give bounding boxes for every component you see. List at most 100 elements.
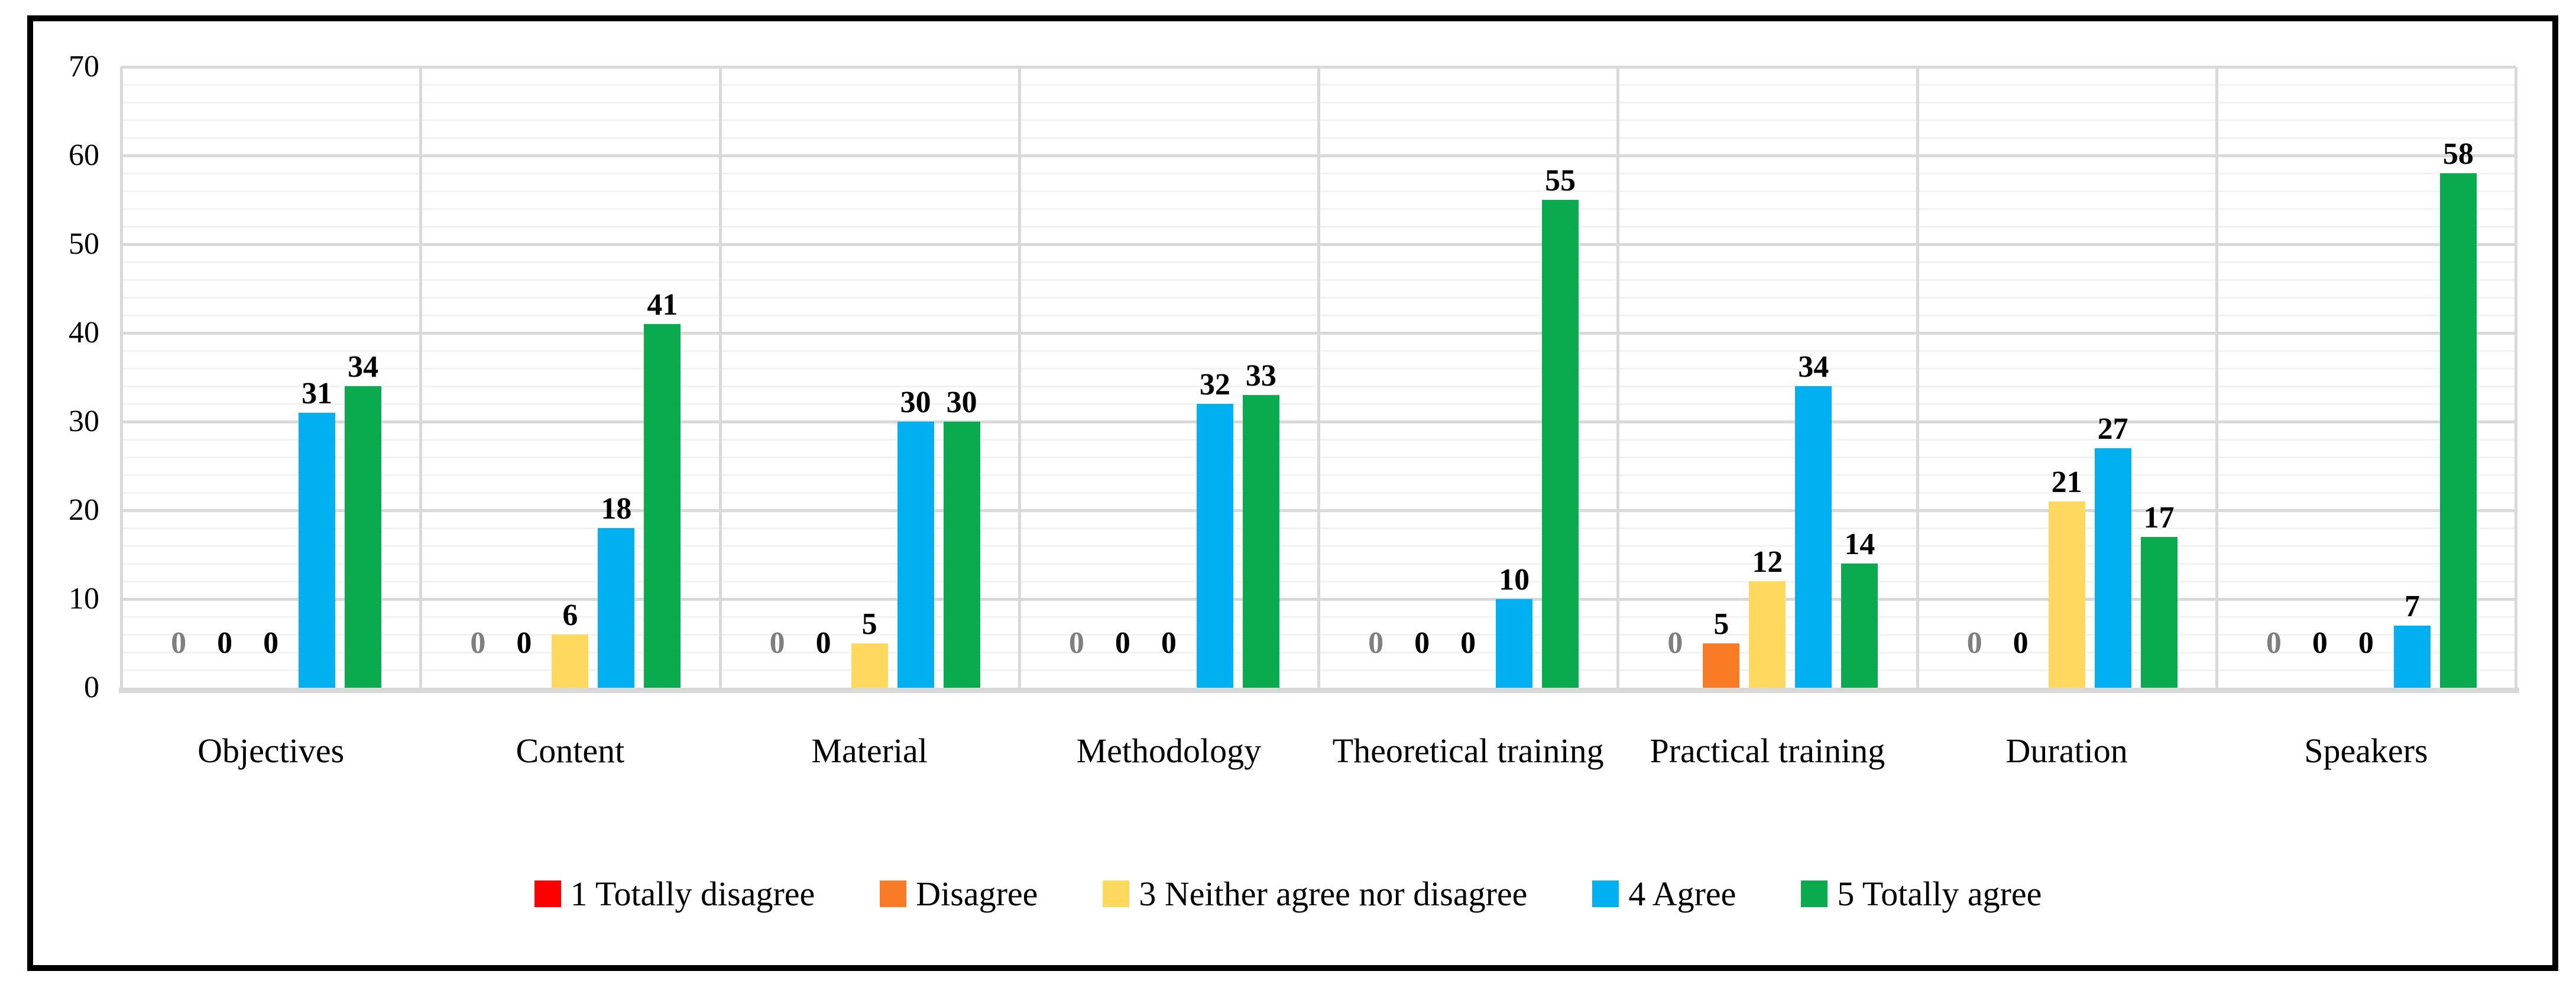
- y-tick-label: 10: [69, 582, 99, 616]
- value-label: 0: [1114, 626, 1130, 660]
- legend-label: Disagree: [916, 875, 1038, 913]
- value-label: 0: [1460, 626, 1476, 660]
- bar: [1242, 395, 1279, 688]
- value-label: 0: [2266, 626, 2282, 660]
- value-label: 55: [1545, 164, 1576, 198]
- category-label: Speakers: [2304, 731, 2428, 770]
- category-label: Practical training: [1650, 731, 1885, 770]
- value-label: 0: [2358, 626, 2374, 660]
- bar: [1795, 386, 1832, 688]
- value-label: 34: [348, 350, 379, 384]
- y-tick-label: 40: [69, 316, 99, 349]
- value-label: 0: [171, 626, 187, 660]
- category-separator: [1317, 67, 1320, 688]
- bar: [897, 422, 934, 688]
- legend-item: 1 Totally disagree: [534, 874, 815, 914]
- value-label: 0: [1667, 626, 1683, 660]
- legend-swatch-icon: [534, 881, 561, 907]
- category-label: Material: [811, 731, 928, 770]
- category-separator: [1616, 67, 1620, 688]
- legend-label: 1 Totally disagree: [570, 875, 815, 913]
- value-label: 0: [470, 626, 486, 660]
- value-label: 5: [861, 607, 877, 641]
- value-label: 0: [217, 626, 233, 660]
- value-label: 0: [1368, 626, 1384, 660]
- category-label: Theoretical training: [1332, 731, 1604, 770]
- category-label: Methodology: [1076, 731, 1262, 770]
- bar: [345, 386, 382, 688]
- bar: [2393, 626, 2431, 688]
- bar: [851, 643, 888, 688]
- bar: [2439, 173, 2477, 688]
- bar: [1542, 200, 1579, 688]
- legend-label: 4 Agree: [1628, 875, 1736, 913]
- y-tick-label: 20: [69, 493, 99, 527]
- value-label: 30: [900, 386, 931, 419]
- value-label: 5: [1713, 607, 1729, 641]
- legend: 1 Totally disagree Disagree 3 Neither agre…: [0, 874, 2576, 914]
- value-label: 6: [562, 598, 578, 632]
- legend-swatch-icon: [1801, 881, 1828, 907]
- value-label: 0: [263, 626, 279, 660]
- value-label: 0: [1161, 626, 1177, 660]
- y-tick-label: 30: [69, 404, 99, 438]
- category-separator: [419, 67, 423, 688]
- value-label: 41: [647, 288, 678, 322]
- bar: [1841, 564, 1878, 688]
- category-label: Duration: [2005, 731, 2128, 770]
- x-axis-line: [119, 688, 2519, 693]
- value-label: 12: [1752, 545, 1783, 579]
- legend-swatch-icon: [1592, 881, 1619, 907]
- value-label: 18: [601, 492, 632, 526]
- legend-item: 4 Agree: [1592, 874, 1736, 914]
- value-label: 0: [516, 626, 532, 660]
- legend-swatch-icon: [880, 881, 907, 907]
- legend-label: 3 Neither agree nor disagree: [1139, 875, 1528, 913]
- category-label: Objectives: [197, 731, 345, 770]
- bar: [1196, 404, 1233, 688]
- value-label: 21: [2051, 465, 2082, 499]
- legend-item: 5 Totally agree: [1801, 874, 2042, 914]
- value-label: 34: [1798, 350, 1829, 384]
- bar: [2094, 448, 2131, 688]
- category-separator: [2515, 67, 2517, 688]
- category-separator: [120, 67, 123, 688]
- category-separator: [2215, 67, 2218, 688]
- value-label: 31: [302, 377, 333, 410]
- legend-swatch-icon: [1103, 881, 1130, 907]
- value-label: 0: [1966, 626, 1982, 660]
- value-label: 27: [2097, 412, 2128, 446]
- bar: [644, 324, 681, 688]
- bar: [1496, 599, 1533, 688]
- bar: [2048, 501, 2085, 688]
- value-label: 0: [1414, 626, 1430, 660]
- legend-item: Disagree: [880, 874, 1038, 914]
- bar: [1749, 581, 1786, 688]
- value-label: 33: [1245, 359, 1276, 393]
- value-label: 0: [769, 626, 785, 660]
- category-label: Content: [516, 731, 625, 770]
- y-tick-label: 50: [69, 227, 99, 261]
- legend-item: 3 Neither agree nor disagree: [1103, 874, 1527, 914]
- y-tick-label: 70: [69, 50, 99, 83]
- value-label: 14: [1844, 527, 1875, 561]
- bar: [552, 635, 589, 688]
- bar: [1703, 643, 1740, 688]
- legend-label: 5 Totally agree: [1837, 875, 2042, 913]
- value-label: 10: [1499, 563, 1530, 597]
- bar: [2140, 537, 2178, 688]
- value-label: 32: [1199, 368, 1230, 402]
- value-label: 0: [2312, 626, 2328, 660]
- y-tick-label: 60: [69, 138, 99, 172]
- category-separator: [718, 67, 722, 688]
- category-separator: [1916, 67, 1919, 688]
- value-label: 0: [2013, 626, 2029, 660]
- value-label: 0: [815, 626, 831, 660]
- category-separator: [1018, 67, 1021, 688]
- y-tick-label: 0: [84, 671, 99, 704]
- bar: [299, 413, 336, 688]
- bar: [598, 528, 635, 688]
- value-label: 58: [2442, 137, 2474, 171]
- value-label: 7: [2404, 590, 2420, 623]
